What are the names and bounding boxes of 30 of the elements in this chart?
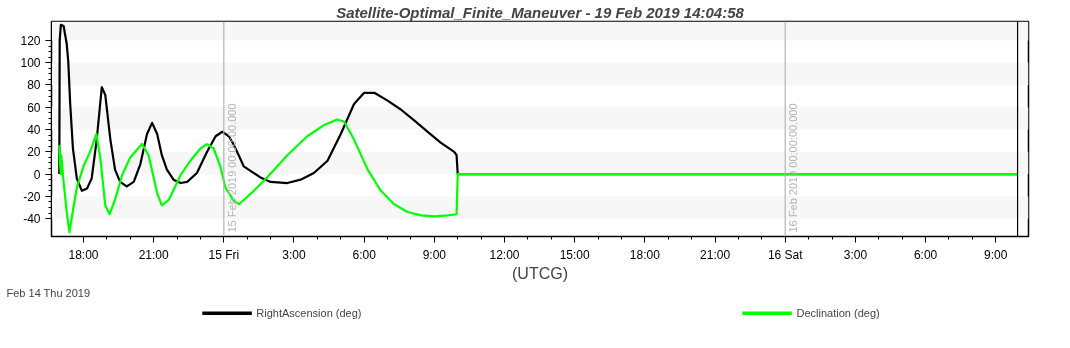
- ref-line-label: 15 Feb 2019 00:00:00.000: [225, 103, 238, 233]
- x-tick-label: 6:00: [913, 247, 938, 262]
- y-tick-label: -20: [23, 189, 41, 204]
- legend-label: RightAscension (deg): [256, 307, 362, 319]
- x-tick-label: 6:00: [352, 247, 377, 262]
- x-tick-label: 9:00: [984, 247, 1008, 262]
- text: Feb 14 Thu 2019: [6, 286, 91, 299]
- y-tick-label: 100: [20, 56, 41, 71]
- y-tick-label: -40: [23, 212, 41, 227]
- x-tick-label: 21:00: [700, 247, 731, 262]
- x-tick-label: 15 Fri: [208, 247, 240, 262]
- x-tick-label: 12:00: [489, 247, 520, 262]
- x-tick-label: 18:00: [68, 247, 99, 262]
- x-tick-label: 3:00: [282, 247, 306, 262]
- y-tick-label: 80: [27, 78, 41, 93]
- x-axis-title: (UTCG): [512, 264, 568, 282]
- y-tick-label: 0: [33, 167, 41, 182]
- y-tick-label: 40: [27, 123, 41, 138]
- y-tick-label: 120: [20, 33, 41, 48]
- y-tick-label: 60: [27, 100, 41, 115]
- x-tick-label: 21:00: [138, 247, 169, 262]
- x-tick-label: 15:00: [559, 247, 591, 262]
- chart-title: Satellite-Optimal_Finite_Maneuver - 19 Feb 2019 14:04:58: [336, 3, 745, 21]
- ref-line-label: 16 Feb 2019 00:00:00.000: [787, 103, 800, 233]
- x-tick-label: 9:00: [422, 247, 447, 262]
- y-tick-label: 20: [27, 145, 41, 160]
- x-tick-label: 18:00: [629, 247, 661, 262]
- x-tick-label: 3:00: [843, 247, 868, 262]
- x-tick-label: 16 Sat: [767, 247, 804, 262]
- legend-label: Declination (deg): [796, 307, 880, 319]
